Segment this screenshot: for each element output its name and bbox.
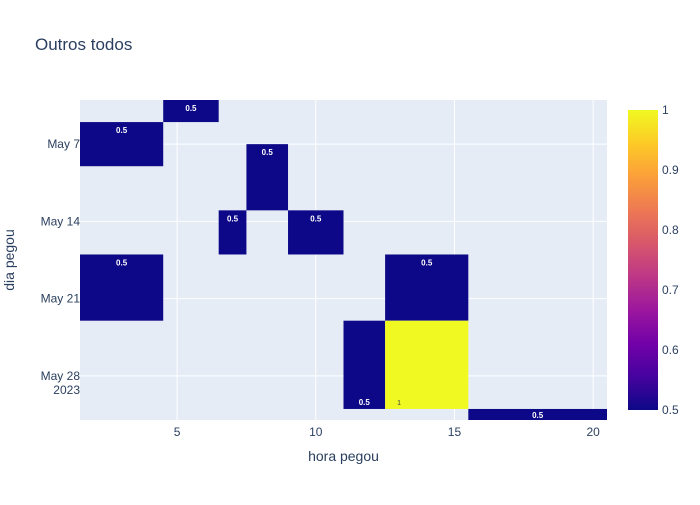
heatmap-cell xyxy=(218,210,247,255)
colorbar-tick-label: 0.9 xyxy=(662,163,679,177)
x-tick-label: 20 xyxy=(586,425,600,439)
cell-value-label: 0.5 xyxy=(227,214,239,223)
colorbar-tick-label: 0.7 xyxy=(662,283,679,297)
cell-value-label: 0.5 xyxy=(116,258,128,267)
heatmap-cell xyxy=(163,100,219,123)
x-tick-label: 5 xyxy=(174,425,181,439)
colorbar-tick-label: 0.5 xyxy=(662,403,679,417)
x-tick-label: 10 xyxy=(309,425,323,439)
cell-value-label: 0.5 xyxy=(262,148,274,157)
cell-value-label: 0.5 xyxy=(310,214,322,223)
heatmap-cell xyxy=(80,122,164,167)
heatmap-cell xyxy=(343,320,386,409)
cell-labels: 0.5 0.5 0.5 0.5 0.5 0.5 0.5 0.5 1 0.5 xyxy=(116,104,544,420)
chart-title: Outros todos xyxy=(35,35,132,54)
y-tick-year-label: 2023 xyxy=(53,383,80,397)
colorbar-tick-label: 1 xyxy=(662,103,669,117)
cell-value-label: 0.5 xyxy=(421,258,433,267)
y-tick-label: May 7 xyxy=(47,137,80,151)
cell-value-label: 0.5 xyxy=(116,126,128,135)
colorbar xyxy=(628,110,658,410)
colorbar-tick-label: 0.6 xyxy=(662,343,679,357)
y-tick-label: May 14 xyxy=(41,214,81,228)
heatmap-cell xyxy=(80,254,164,321)
heatmap-cells xyxy=(80,100,607,420)
heatmap-cell xyxy=(385,254,469,321)
y-tick-label: May 21 xyxy=(41,292,81,306)
x-tick-label: 15 xyxy=(448,425,462,439)
colorbar-ticks: 0.5 0.6 0.7 0.8 0.9 1 xyxy=(662,103,679,417)
heatmap-cell xyxy=(468,408,607,420)
x-axis-ticks: 5 10 15 20 xyxy=(174,425,600,439)
y-axis-label: dia pegou xyxy=(1,229,17,291)
cell-value-label: 0.5 xyxy=(359,398,371,407)
heatmap-cell xyxy=(385,320,469,409)
heatmap-cell xyxy=(246,144,289,211)
x-axis-label: hora pegou xyxy=(308,448,379,464)
y-tick-label: May 28 xyxy=(41,369,81,383)
cell-value-label: 0.5 xyxy=(185,104,197,113)
cell-value-label: 0.5 xyxy=(532,411,544,420)
heatmap-cell xyxy=(288,210,344,255)
colorbar-tick-label: 0.8 xyxy=(662,223,679,237)
cell-value-label: 1 xyxy=(397,400,401,407)
